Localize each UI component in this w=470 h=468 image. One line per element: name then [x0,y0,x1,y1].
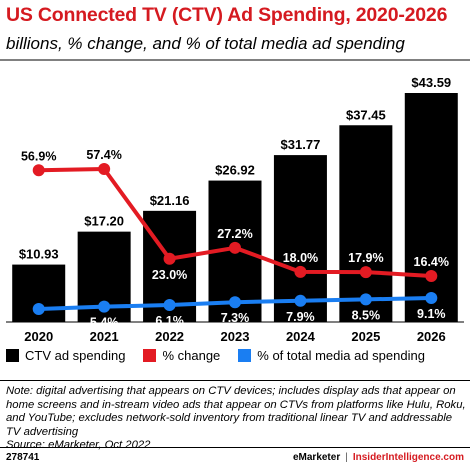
pct-total-label-2024: 7.9% [286,310,315,324]
pct-total-label-2021: 5.4% [90,316,119,330]
pct-change-label-2026: 16.4% [414,255,449,269]
bar-label-2026: $43.59 [411,75,451,90]
pct-total-label-2022: 6.1% [155,314,184,328]
pct-total-point-2025 [359,293,372,306]
chart-subtitle: billions, % change, and % of total media… [6,34,405,53]
x-tick-2024: 2024 [286,329,316,344]
x-tick-2023: 2023 [221,329,250,344]
bar-label-2025: $37.45 [346,107,386,122]
pct-change-point-2025 [359,266,372,279]
pct-total-point-2024 [294,294,307,307]
legend-swatch-ctv [6,349,19,362]
chart-area: $10.93 $17.20 $21.16 $26.92 $31.77 $37.45 $43.… [0,59,470,344]
bar-label-2022: $21.16 [150,193,190,208]
brand-separator: | [345,452,348,463]
pct-change-label-2025: 17.9% [348,251,383,265]
legend-swatch-pct-total [238,349,252,362]
legend-label-pct-total: % of total media ad spending [257,348,425,363]
x-tick-2022: 2022 [155,329,184,344]
legend-item-ctv-ad-spending: CTV ad spending [6,348,125,363]
bar-2026 [404,93,458,322]
brand-insider-intelligence: InsiderIntelligence.com [352,452,464,463]
pct-total-point-2026 [425,292,438,304]
pct-change-label-2020: 56.9% [21,149,56,163]
bar-2025 [339,125,393,323]
pct-change-point-2023 [229,241,241,254]
x-tick-2025: 2025 [351,329,380,344]
pct-change-label-2021: 57.4% [86,148,121,162]
pct-total-point-2021 [98,300,111,313]
pct-change-point-2026 [425,270,438,282]
note-text: Note: digital advertising that appears o… [6,385,466,438]
bar-label-2024: $31.77 [281,137,321,152]
x-tick-2021: 2021 [90,329,119,344]
legend: CTV ad spending % change % of total medi… [6,348,443,363]
x-tick-2020: 2020 [24,329,53,344]
footer: 278741 eMarketer | InsiderIntelligence.com [6,452,464,463]
pct-total-label-2025: 8.5% [352,308,381,322]
pct-change-point-2024 [294,265,307,278]
pct-change-point-2022 [163,252,176,265]
pct-total-point-2023 [229,296,241,309]
pct-total-label-2023: 7.3% [221,311,250,325]
chart-note: Note: digital advertising that appears o… [6,385,466,453]
x-tick-2026: 2026 [417,329,446,344]
pct-change-label-2024: 18.0% [283,251,318,265]
legend-item-pct-total: % of total media ad spending [238,348,425,363]
pct-total-label-2026: 9.1% [417,307,446,321]
legend-swatch-pct-change [143,349,157,362]
pct-total-label-2020: 4.4% [24,288,53,302]
legend-item-pct-change: % change [143,348,220,363]
bar-label-2020: $10.93 [19,247,59,262]
bar-2024 [273,155,327,322]
brand-emarketer: eMarketer [292,452,341,463]
footer-divider [0,447,470,448]
pct-change-point-2020 [32,164,45,177]
pct-change-label-2023: 27.2% [217,227,252,241]
pct-total-point-2022 [163,299,176,312]
legend-label-pct-change: % change [162,348,221,363]
chart-title: US Connected TV (CTV) Ad Spending, 2020-… [6,4,448,26]
source-text: Source: eMarketer, Oct 2022 [6,439,151,451]
chart-id: 278741 [6,452,40,463]
pct-change-point-2021 [98,163,111,175]
footer-brand: eMarketer | InsiderIntelligence.com [293,452,464,463]
note-divider [0,380,470,381]
legend-label-ctv: CTV ad spending [25,348,126,363]
bar-label-2023: $26.92 [215,163,255,178]
pct-total-point-2020 [32,303,45,315]
pct-change-label-2022: 23.0% [152,268,187,282]
bar-label-2021: $17.20 [84,214,124,229]
